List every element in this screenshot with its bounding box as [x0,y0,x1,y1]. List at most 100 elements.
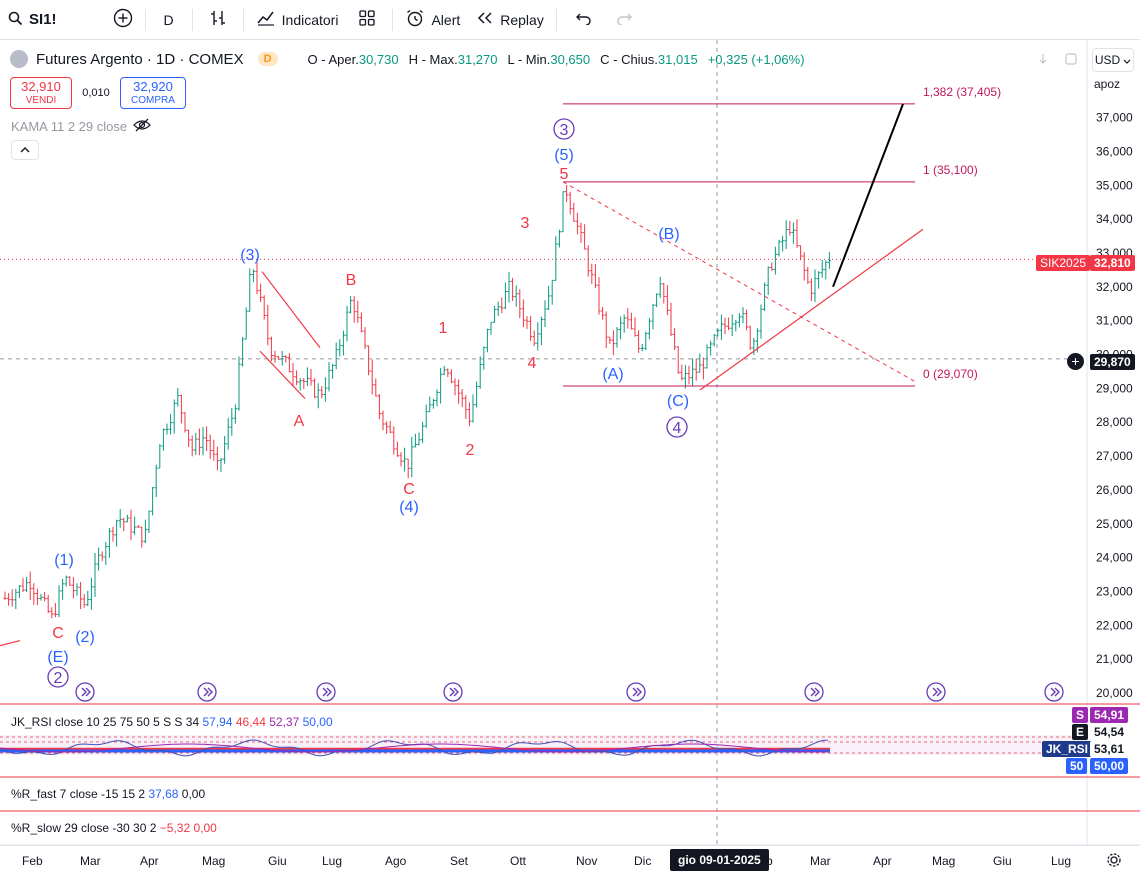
rewind-icon [476,11,494,28]
chart-type-button[interactable] [197,0,239,40]
rfast-pane-label[interactable]: %R_fast 7 close -15 15 2 37,68 0,00 [11,787,205,801]
settings-gear-icon[interactable] [1106,852,1122,873]
month-label: Lug [1051,854,1072,868]
month-label: Lug [322,854,343,868]
wave-label: 2 [466,442,475,459]
wave-label: 2 [54,670,63,687]
toolbar-divider [392,8,394,31]
wave-label: 3 [521,215,530,232]
interval-button[interactable]: D [163,11,174,28]
sell-button[interactable]: 32,910 VENDI [10,77,72,109]
buy-label: COMPRA [131,95,175,106]
eye-hidden-icon[interactable] [133,118,151,135]
forward-marker-chevron [326,687,332,697]
rsi-pane-label[interactable]: JK_RSI close 10 25 75 50 5 S S 34 57,94 … [11,715,333,729]
high-value: 31,270 [457,51,498,67]
compare-symbol-button[interactable] [105,0,141,40]
wave-label: C [52,625,64,642]
forward-marker-icon [443,682,463,702]
forward-marker-icon [316,682,336,702]
wave-label: (1) [54,552,74,569]
wave-label: (2) [75,629,95,646]
buy-price: 32,920 [133,79,173,94]
currency-label: USD [1094,53,1121,67]
time-axis[interactable]: Feb Mar Apr Mag Giu Lug Ago Set Ott Nov Dic Mar Apr M… [0,845,1140,876]
price-tick-label: 35,000 [1096,178,1133,192]
undo-button[interactable] [561,0,607,40]
chevron-down-icon [1123,53,1131,67]
indicators-button[interactable]: Indicatori [248,0,347,40]
buy-button[interactable]: 32,920 COMPRA [120,77,186,109]
month-label: Ott [510,854,527,868]
rsi-tag: JK_RSI [1042,741,1093,757]
month-label: Giu [993,854,1012,868]
forward-marker-icon [804,682,824,702]
price-tick-label: 28,000 [1096,415,1133,429]
price-tick-label: 31,000 [1096,314,1133,328]
wedge-line-upper [261,271,321,349]
forward-marker-icon [926,682,946,702]
trend-line-fragment [0,639,21,647]
replay-label: Replay [500,11,544,28]
chart-area[interactable]: 37,000 36,000 35,000 34,000 33,000 32,000 31,0… [0,40,1140,876]
price-bars [3,184,831,619]
forward-marker-icon [626,682,646,702]
kama-indicator-label[interactable]: KAMA 11 2 29 close [11,118,151,135]
rslow-title: %R_slow 29 close -30 30 2 [11,821,157,835]
sell-label: VENDI [25,95,57,106]
ohlc-values: O - Aper.30,730 H - Max.31,270 L - Min.3… [308,52,805,67]
month-label: Mag [202,854,226,868]
wave-label: 1 [439,320,448,337]
month-label: Mar [810,854,831,868]
month-label: Apr [140,854,159,868]
price-tick-label: 36,000 [1096,144,1133,158]
redo-icon [615,11,633,28]
month-label: Ago [385,854,407,868]
wave-label: (C) [667,393,689,410]
rslow-pane-label[interactable]: %R_slow 29 close -30 30 2 −5,32 0,00 [11,821,217,835]
price-tick-label: 37,000 [1096,111,1133,125]
forward-marker-chevron [453,687,459,697]
rsi-fifty-value: 50,00 [1090,758,1129,774]
price-tick-label: 25,000 [1096,517,1133,531]
chart-legend: Futures Argento · 1D · COMEX D O - Aper.… [10,50,805,68]
collapse-legend-button[interactable] [11,140,39,160]
price-tick-label: 32,000 [1096,280,1133,294]
grid-layout-icon [358,9,376,30]
search-icon [8,11,23,29]
redo-button[interactable] [607,0,641,40]
spread-value: 0,010 [82,87,110,99]
rsi-value-1: 57,94 [202,715,233,729]
wave-label: 4 [673,420,682,437]
rsi-value-2: 46,44 [235,715,266,729]
support-trend-line [699,228,924,391]
trade-buttons: 32,910 VENDI 0,010 32,920 COMPRA [10,77,186,109]
scale-mode-label[interactable]: apoz [1094,77,1121,91]
scroll-down-icon[interactable] [1036,52,1050,71]
forward-marker-chevron [1054,687,1060,697]
plus-circle-icon [113,8,133,31]
forward-marker-chevron [207,687,213,697]
forward-marker-chevron [85,687,91,697]
currency-select[interactable]: USD [1092,48,1134,72]
maximize-pane-icon[interactable] [1064,52,1078,71]
add-alert-plus-icon[interactable]: + [1067,353,1084,370]
symbol-search[interactable]: SI1! [0,0,65,40]
wave-label: (B) [658,226,679,243]
fib-trend-line [562,181,916,383]
replay-button[interactable]: Replay [468,0,552,40]
rfast-value-2: 0,00 [181,787,206,801]
cursor-date-label: gio 09-01-2025 [670,849,769,871]
layouts-button[interactable] [346,0,388,40]
undo-icon [575,11,593,28]
rsi-title: JK_RSI close 10 25 75 50 5 S S 34 [11,715,200,729]
chart-title: Futures Argento · 1D · COMEX [36,50,244,68]
open-label: O - Aper. [307,51,359,67]
wedge-line-lower [259,350,306,399]
toolbar-divider [144,8,146,31]
wave-label: 4 [528,355,537,372]
rsi-value-3: 52,37 [269,715,300,729]
wave-label: 3 [560,122,569,139]
alert-button[interactable]: Alert [397,0,468,40]
chart-canvas[interactable]: 37,00036,00035,00034,00033,00032,00031,0… [0,40,1140,876]
